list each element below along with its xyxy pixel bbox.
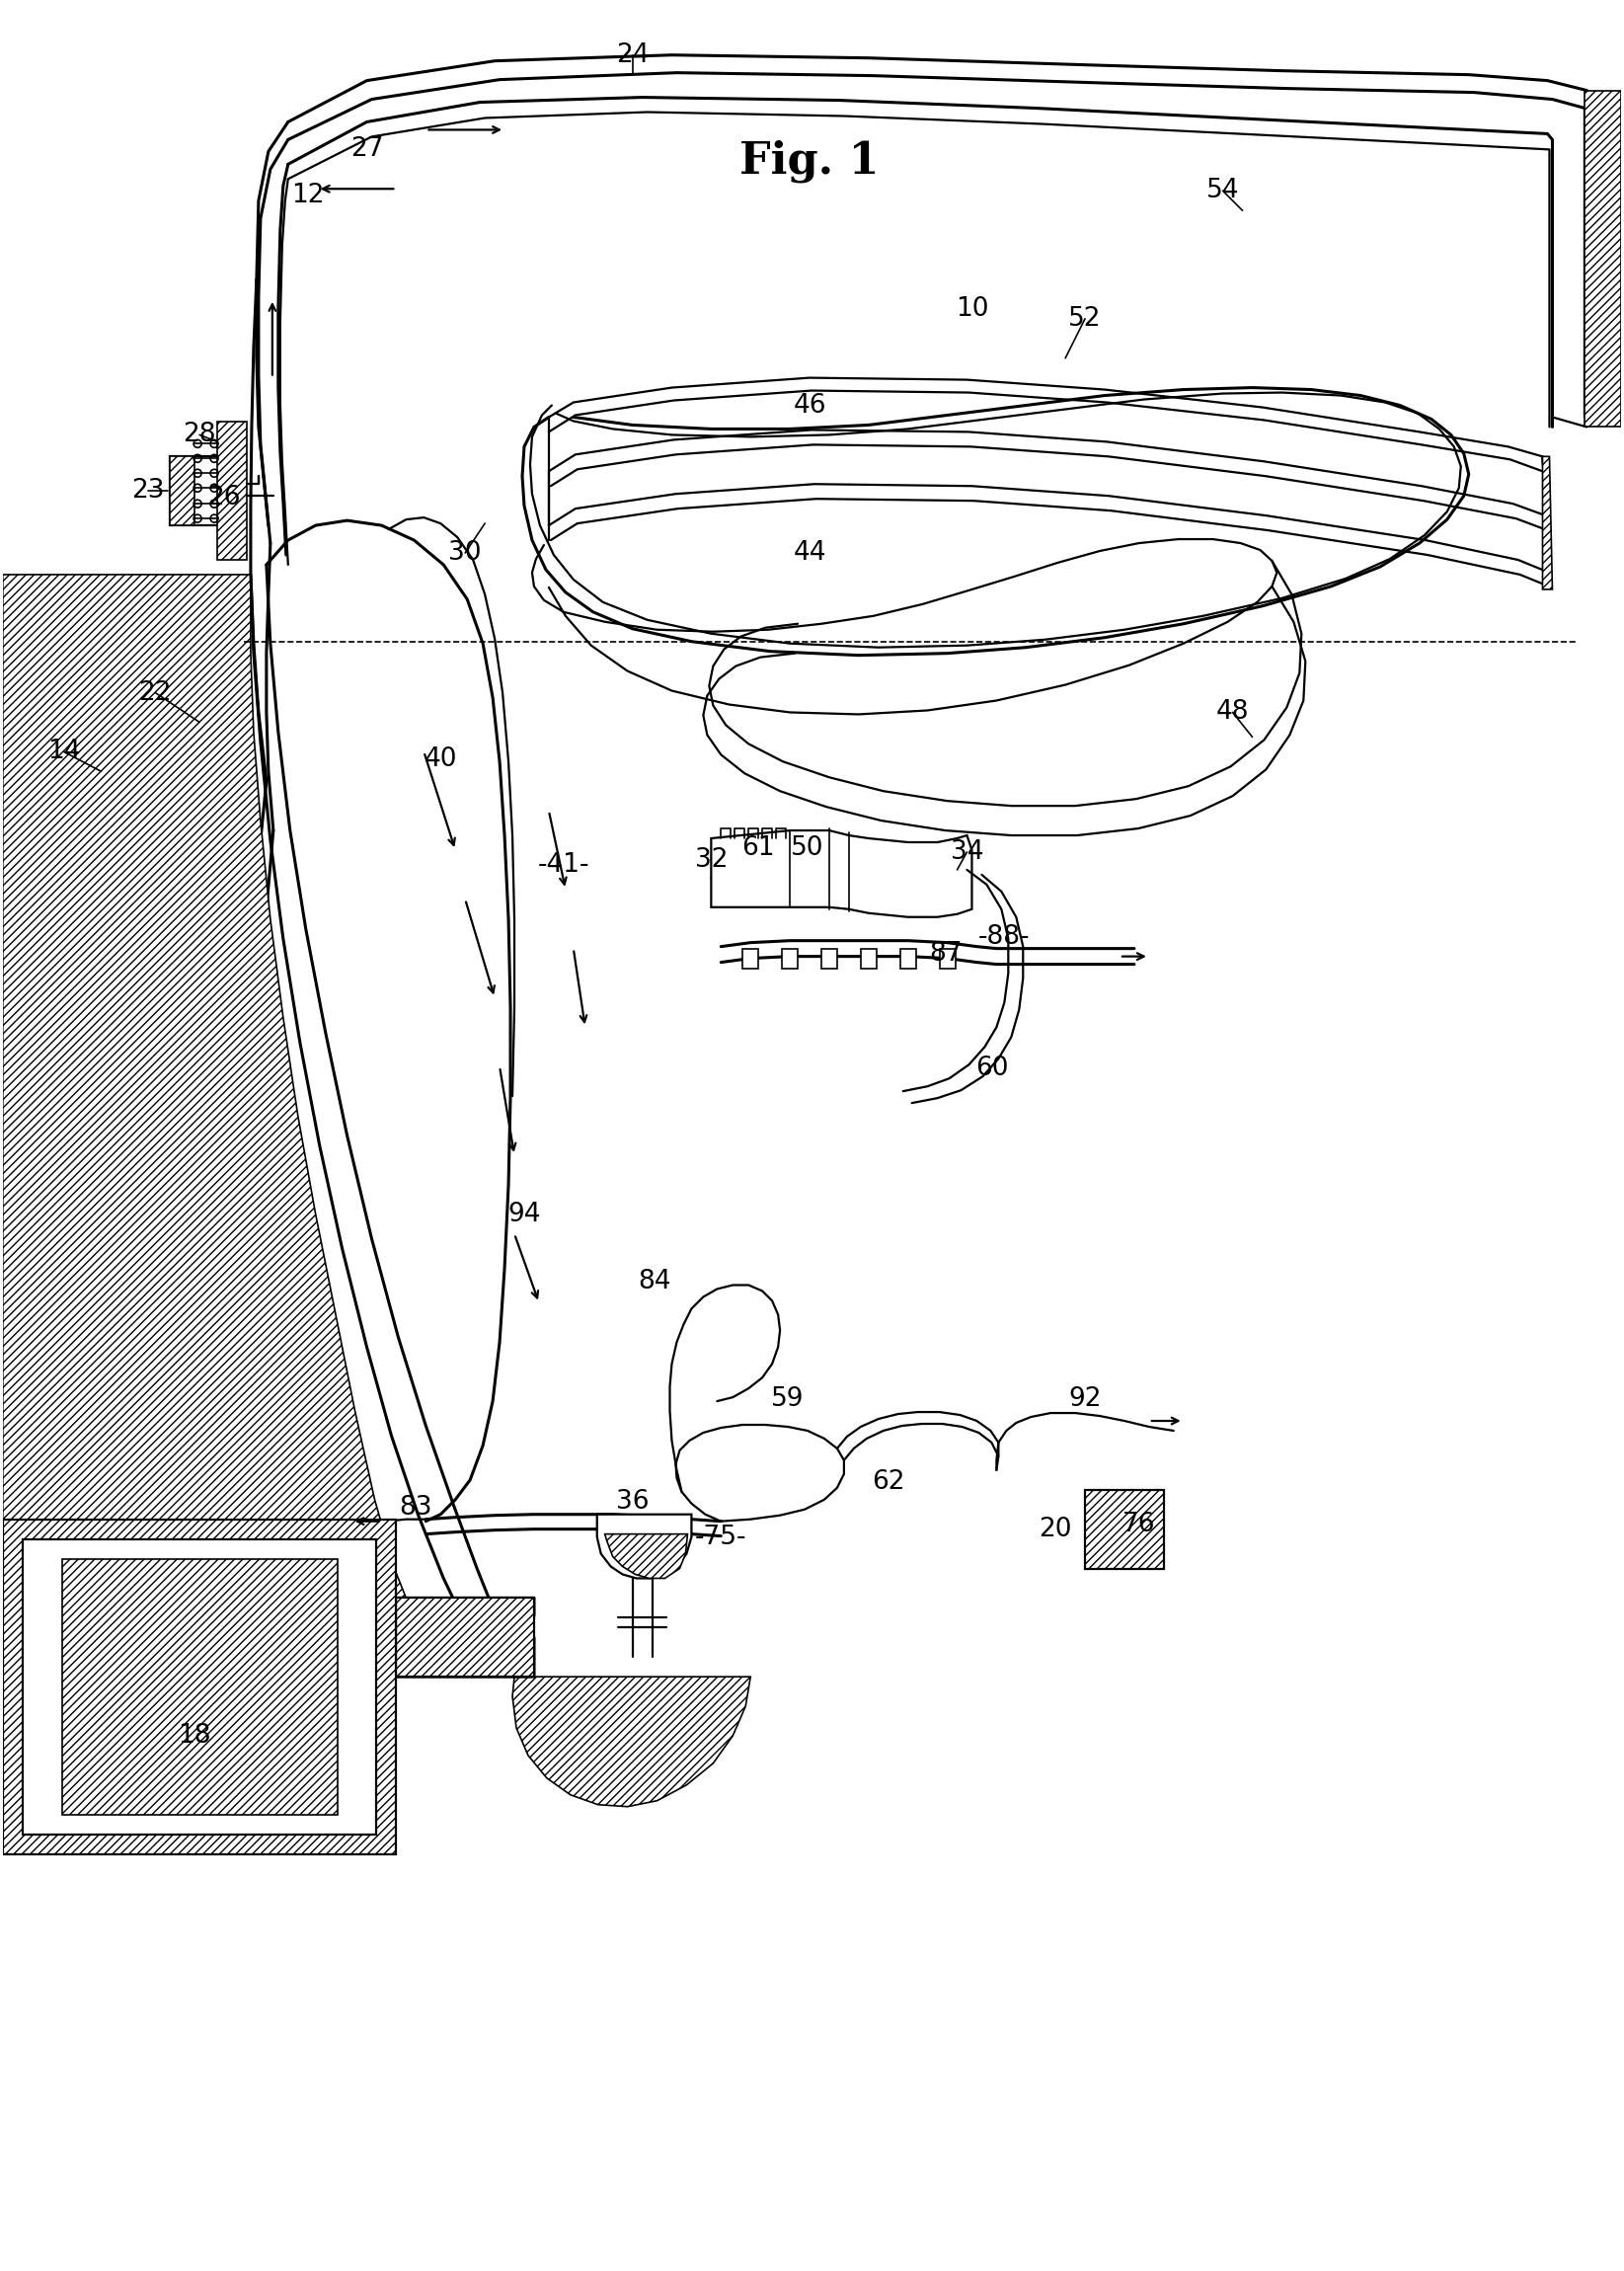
Text: 20: 20: [1039, 1517, 1072, 1542]
Text: 94: 94: [508, 1201, 541, 1226]
Bar: [783, 949, 797, 967]
Polygon shape: [3, 1519, 396, 1853]
Text: 32: 32: [695, 847, 728, 872]
Bar: [861, 949, 877, 967]
Bar: [939, 949, 955, 967]
Polygon shape: [1543, 456, 1553, 590]
Text: -41-: -41-: [538, 852, 590, 877]
Text: 46: 46: [793, 393, 827, 418]
Text: 48: 48: [1216, 699, 1249, 724]
Polygon shape: [171, 456, 195, 525]
Polygon shape: [171, 427, 244, 554]
Text: 92: 92: [1069, 1385, 1101, 1413]
Text: 14: 14: [47, 738, 80, 765]
Polygon shape: [1585, 91, 1621, 427]
Text: 27: 27: [351, 136, 383, 161]
Text: Fig. 1: Fig. 1: [739, 141, 879, 182]
Text: 34: 34: [950, 840, 984, 865]
Polygon shape: [3, 575, 490, 1676]
Text: 10: 10: [955, 295, 989, 322]
Text: 12: 12: [291, 184, 325, 209]
Polygon shape: [396, 1599, 534, 1676]
Text: 26: 26: [208, 486, 240, 511]
Text: 22: 22: [138, 679, 172, 706]
Text: -75-: -75-: [695, 1524, 747, 1549]
Text: 54: 54: [1207, 177, 1239, 204]
Bar: [900, 949, 916, 967]
Text: 50: 50: [791, 836, 823, 861]
Text: -88-: -88-: [978, 924, 1030, 949]
Text: 59: 59: [771, 1385, 804, 1413]
Polygon shape: [23, 1540, 377, 1835]
Text: 30: 30: [448, 540, 482, 565]
Bar: [742, 949, 758, 967]
Text: 36: 36: [615, 1490, 650, 1515]
Polygon shape: [598, 1515, 692, 1578]
Text: 52: 52: [1069, 307, 1101, 332]
Text: 60: 60: [974, 1056, 1009, 1081]
Text: 18: 18: [179, 1724, 211, 1749]
Polygon shape: [711, 831, 971, 917]
Polygon shape: [62, 1558, 338, 1815]
Polygon shape: [604, 1533, 687, 1578]
Text: 87: 87: [929, 940, 961, 965]
Text: 24: 24: [615, 43, 650, 68]
Polygon shape: [513, 1676, 750, 1808]
Text: 76: 76: [1122, 1512, 1156, 1537]
Text: 61: 61: [742, 836, 775, 861]
Text: 84: 84: [638, 1267, 671, 1294]
Text: 23: 23: [132, 479, 166, 504]
Bar: [822, 949, 836, 967]
Text: 28: 28: [184, 422, 216, 447]
Text: 44: 44: [793, 540, 827, 565]
Text: 62: 62: [872, 1469, 905, 1494]
Polygon shape: [1085, 1490, 1164, 1569]
Polygon shape: [218, 422, 247, 561]
Text: 40: 40: [424, 747, 456, 772]
Text: 83: 83: [400, 1494, 432, 1519]
